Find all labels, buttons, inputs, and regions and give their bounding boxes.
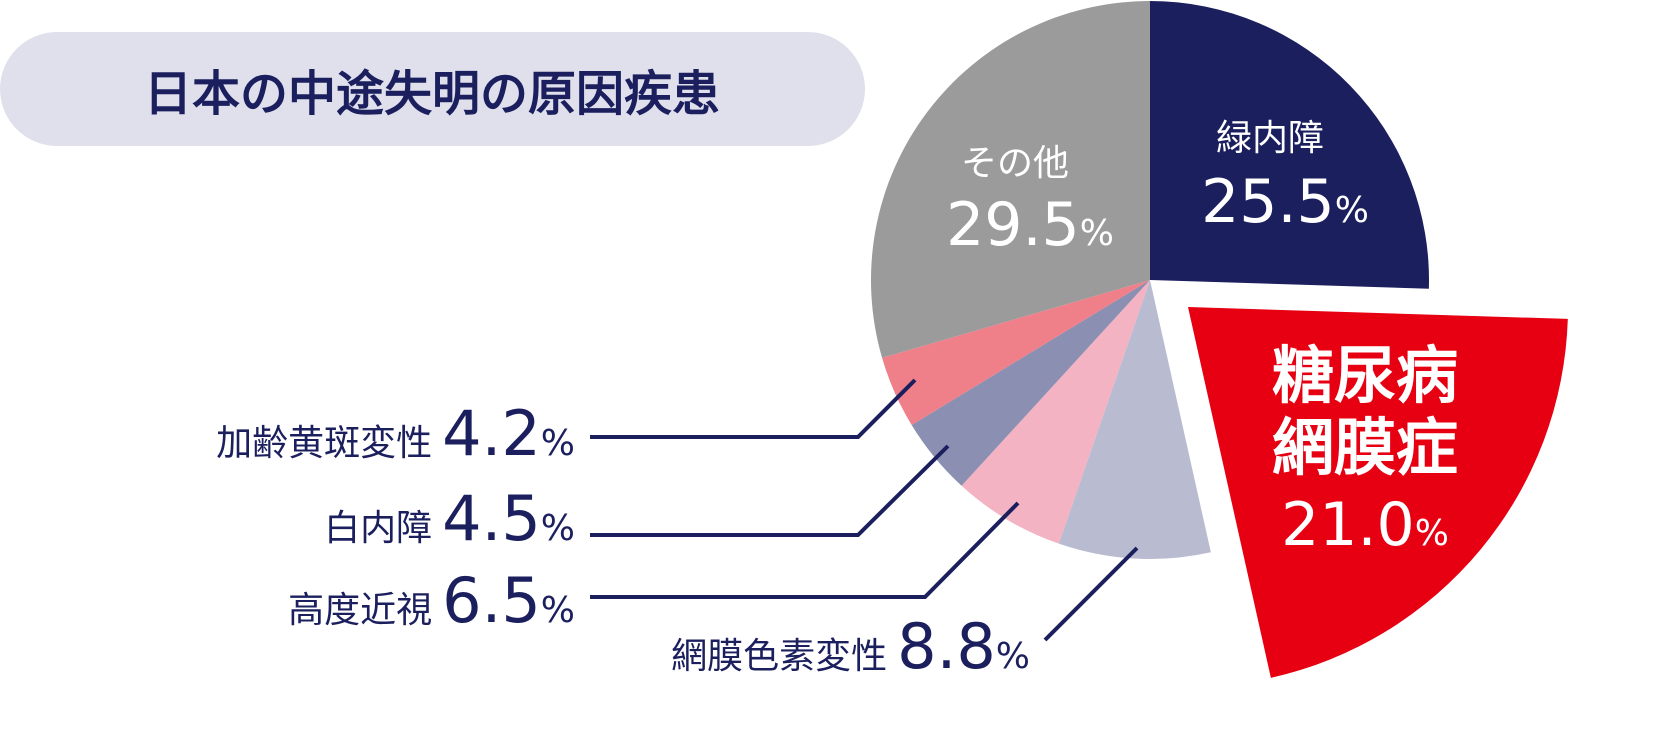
slice-label: 高度近視 [288, 590, 432, 631]
slice-callout: 白内障 4.5% [324, 482, 575, 555]
value-label: 29.5 [946, 190, 1080, 260]
pie-slice [870, 1, 1150, 358]
slice-value: 25.5% [1201, 167, 1369, 237]
chart-title: 日本の中途失明の原因疾患 [144, 66, 720, 122]
pie-slice [911, 280, 1150, 486]
pie-slice [1188, 307, 1568, 678]
pie-slice [1150, 1, 1429, 289]
leader-line [1043, 546, 1139, 642]
unit-label: % [1335, 190, 1369, 231]
slice-label: 糖尿病網膜症 [1271, 339, 1458, 484]
unit-label: % [541, 508, 575, 549]
unit-label: % [541, 423, 575, 464]
pie-slice [961, 280, 1150, 544]
slice-label: 白内障 [324, 508, 432, 549]
slice-value: 29.5% [946, 190, 1114, 260]
slice-label: 網膜色素変性 [671, 636, 887, 677]
unit-label: % [996, 636, 1030, 677]
pie-slice [1058, 280, 1211, 559]
slice-label: 緑内障 [1216, 118, 1324, 159]
title-pill [0, 32, 865, 146]
unit-label: % [541, 590, 575, 631]
value-label: 4.2 [442, 397, 541, 470]
slice-callout: 網膜色素変性 8.8% [671, 610, 1030, 683]
unit-label: % [1080, 213, 1114, 254]
leader-line [590, 501, 1020, 599]
slice-label: その他 [961, 143, 1069, 184]
value-label: 6.5 [442, 564, 541, 637]
unit-label: % [1414, 513, 1449, 554]
slice-callout: 加齢黄斑変性 4.2% [216, 397, 575, 470]
value-label: 8.8 [897, 610, 996, 683]
value-label: 4.5 [442, 482, 541, 555]
pie-slice [882, 280, 1150, 426]
slice-label: 加齢黄斑変性 [216, 423, 432, 464]
value-label: 25.5 [1201, 167, 1335, 237]
slice-value: 21.0% [1240, 490, 1490, 560]
value-label: 21.0 [1281, 490, 1415, 560]
leader-line [590, 378, 917, 439]
leader-line [590, 444, 950, 537]
slice-callout: 糖尿病網膜症 21.0% [1240, 339, 1490, 561]
slice-callout: 高度近視 6.5% [288, 564, 575, 637]
